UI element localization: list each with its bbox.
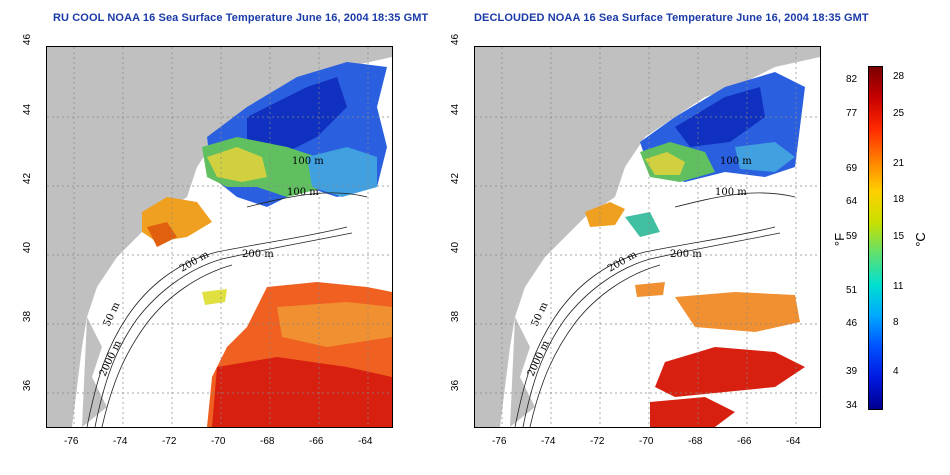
contour-label: 100 m (287, 187, 319, 198)
temperature-colorbar (868, 66, 883, 410)
longitude-tick-label: -76 (64, 436, 79, 447)
land-mass (47, 47, 392, 427)
latitude-tick-label: 36 (22, 379, 34, 392)
latitude-tick-label: 38 (450, 310, 462, 323)
latitude-tick-label: 44 (22, 103, 34, 116)
celsius-tick-label: 8 (893, 317, 899, 328)
latitude-tick-label: 38 (22, 310, 34, 323)
longitude-tick-label: -72 (590, 436, 605, 447)
longitude-tick-label: -66 (309, 436, 324, 447)
contour-label: 200 m (242, 249, 274, 260)
fahrenheit-tick-label: 59 (846, 231, 858, 242)
celsius-tick-label: 25 (893, 108, 905, 119)
contour-label: 2000 m (98, 339, 124, 379)
right-map-title: DECLOUDED NOAA 16 Sea Surface Temperatur… (474, 12, 869, 24)
contour-label: 200 m (606, 249, 639, 275)
latitude-tick-label: 44 (450, 103, 462, 116)
celsius-tick-label: 18 (893, 194, 905, 205)
fahrenheit-tick-label: 69 (846, 163, 858, 174)
fahrenheit-tick-label: 39 (846, 366, 858, 377)
contour-label: 50 m (102, 300, 123, 328)
longitude-tick-label: -72 (162, 436, 177, 447)
latitude-tick-label: 36 (450, 379, 462, 392)
longitude-tick-label: -70 (211, 436, 226, 447)
contour-label: 200 m (178, 249, 211, 275)
longitude-tick-label: -68 (260, 436, 275, 447)
longitude-tick-label: -64 (786, 436, 801, 447)
fahrenheit-tick-label: 46 (846, 318, 858, 329)
longitude-tick-label: -74 (113, 436, 128, 447)
longitude-tick-label: -66 (737, 436, 752, 447)
celsius-tick-label: 28 (893, 71, 905, 82)
contour-label: 200 m (670, 249, 702, 260)
fahrenheit-tick-label: 34 (846, 400, 858, 411)
latitude-tick-label: 40 (22, 241, 34, 254)
raw-sst-map-graphic: 100 m 100 m 200 m 200 m 50 m 2000 m (47, 47, 392, 427)
raw-sst-map[interactable]: 100 m 100 m 200 m 200 m 50 m 2000 m (46, 46, 393, 428)
latitude-tick-label: 40 (450, 241, 462, 254)
latitude-tick-label: 46 (22, 33, 34, 46)
longitude-tick-label: -76 (492, 436, 507, 447)
declouded-sst-map[interactable]: 100 m 100 m 200 m 200 m 50 m 2000 m (474, 46, 821, 428)
fahrenheit-tick-label: 77 (846, 108, 858, 119)
fahrenheit-tick-label: 82 (846, 74, 858, 85)
declouded-sst-map-graphic: 100 m 100 m 200 m 200 m 50 m 2000 m (475, 47, 820, 427)
celsius-tick-label: 4 (893, 366, 899, 377)
latitude-tick-label: 46 (450, 33, 462, 46)
warm-water-region (675, 292, 800, 332)
contour-label: 100 m (715, 187, 747, 198)
longitude-tick-label: -68 (688, 436, 703, 447)
fahrenheit-unit-label: °F (832, 232, 848, 247)
fahrenheit-tick-label: 64 (846, 196, 858, 207)
celsius-tick-label: 11 (893, 281, 904, 292)
contour-label: 2000 m (526, 339, 552, 379)
contour-label: 100 m (720, 156, 752, 167)
celsius-unit-label: °C (912, 232, 928, 247)
longitude-tick-label: -70 (639, 436, 654, 447)
latitude-tick-label: 42 (450, 172, 462, 185)
fahrenheit-tick-label: 51 (846, 285, 858, 296)
contour-label: 100 m (292, 156, 324, 167)
celsius-tick-label: 21 (893, 158, 905, 169)
left-map-title: RU COOL NOAA 16 Sea Surface Temperature … (53, 12, 429, 24)
celsius-tick-label: 15 (893, 231, 905, 242)
land-mass (475, 47, 820, 427)
longitude-tick-label: -64 (358, 436, 373, 447)
latitude-tick-label: 42 (22, 172, 34, 185)
contour-label: 50 m (530, 300, 551, 328)
longitude-tick-label: -74 (541, 436, 556, 447)
